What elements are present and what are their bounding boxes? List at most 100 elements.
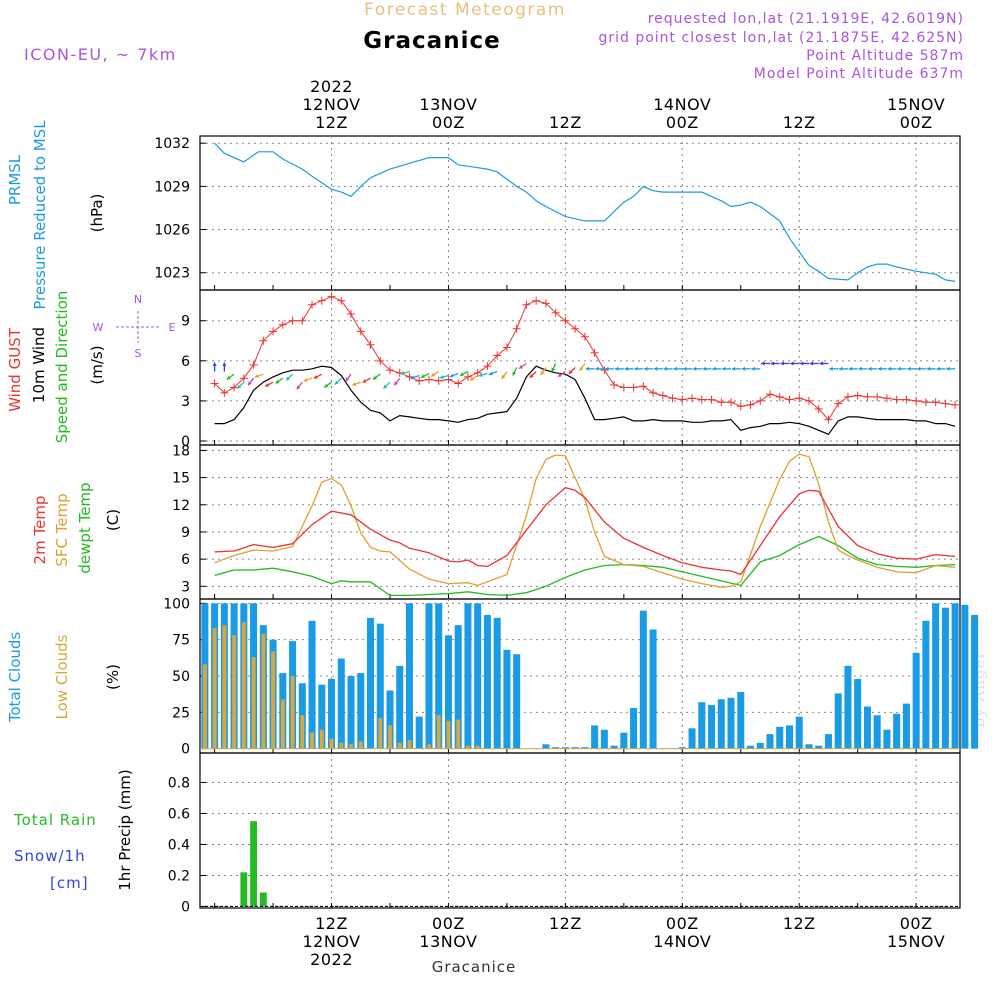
- gust-marker: [259, 336, 268, 345]
- gust-marker: [249, 360, 258, 369]
- cloud-bar-total: [961, 604, 969, 749]
- cloud-bar-total: [454, 625, 462, 749]
- wind-direction-arrow: [303, 377, 313, 383]
- cloud-bar-total: [600, 729, 608, 749]
- y-tick-label: 25: [172, 705, 190, 721]
- panel-wind: 0 3 6 9: [181, 289, 961, 450]
- series-line-10m-wind: [214, 365, 956, 435]
- cloud-bar-total: [737, 691, 745, 749]
- gust-marker: [551, 308, 560, 317]
- gust-marker: [931, 398, 940, 407]
- bottom-time-label: 00Z: [666, 914, 699, 933]
- wind-direction-arrow: [247, 377, 255, 386]
- gust-marker: [463, 372, 472, 381]
- cloud-bar-total: [639, 610, 647, 749]
- gust-marker: [814, 404, 823, 413]
- arrow-head: [372, 375, 377, 380]
- series-line-2m-temp: [214, 486, 956, 576]
- gust-marker: [269, 327, 278, 336]
- gust-marker: [912, 396, 921, 405]
- wind-direction-arrow: [439, 374, 449, 379]
- gust-marker: [600, 366, 609, 375]
- cloud-bar-total: [776, 726, 784, 749]
- arrow-head: [394, 381, 398, 386]
- y-tick-label: 0: [181, 742, 190, 758]
- arrow-head: [936, 366, 940, 371]
- arrow-head: [605, 366, 609, 371]
- gridpoint-coords: grid point closest lon,lat (21.1875E, 42…: [598, 30, 964, 46]
- gust-marker: [649, 388, 658, 397]
- cloud-bar-low: [271, 651, 276, 749]
- wind-direction-arrow: [946, 366, 956, 371]
- top-time-label: 12Z: [315, 113, 348, 132]
- cloud-bar-total: [941, 607, 949, 749]
- gust-marker: [220, 388, 229, 397]
- ylabel-total-clouds: Total Clouds: [6, 632, 24, 724]
- cloud-bar-total: [337, 658, 345, 749]
- cloud-bar-total: [513, 654, 521, 749]
- y-tick-label: 12: [172, 498, 190, 514]
- bottom-time-label: 12Z: [549, 914, 582, 933]
- top-time-label: 12NOV: [302, 95, 360, 114]
- gust-marker: [746, 400, 755, 409]
- gust-marker: [405, 372, 414, 381]
- cloud-bar-low: [202, 664, 207, 749]
- compass-e: E: [169, 321, 176, 334]
- cloud-bar-low: [378, 718, 383, 749]
- panel-temperature: 3 6 9 12 15 18: [172, 443, 961, 600]
- wind-direction-arrow: [595, 366, 605, 371]
- cloud-bar-low: [475, 745, 480, 749]
- cloud-bar-total: [922, 620, 930, 749]
- cloud-bar-total: [951, 603, 959, 749]
- bottom-time-label: 00Z: [900, 914, 933, 933]
- arrow-head: [254, 374, 259, 379]
- wind-direction-arrow: [334, 377, 342, 385]
- gust-marker: [707, 395, 716, 404]
- gust-marker: [308, 300, 317, 309]
- gust-marker: [415, 376, 424, 385]
- wind-direction-arrow: [897, 366, 907, 371]
- wind-direction-arrow: [236, 381, 245, 389]
- precip-bar-rain: [250, 821, 257, 907]
- arrow-head: [383, 384, 388, 389]
- cloud-bar-total: [824, 734, 832, 749]
- arrow-head: [540, 370, 545, 375]
- cloud-bar-total: [649, 629, 657, 749]
- arrow-head: [352, 382, 357, 387]
- gust-marker: [834, 399, 843, 408]
- gust-marker: [785, 395, 794, 404]
- arrow-head: [248, 381, 252, 386]
- bottom-time-label: 12Z: [315, 914, 348, 933]
- gust-marker: [853, 391, 862, 400]
- y-tick-label: 15: [172, 471, 190, 487]
- cloud-bar-total: [620, 732, 628, 749]
- cloud-bar-total: [805, 744, 813, 749]
- arrow-head: [595, 366, 599, 371]
- ylabel-dewpt-temp: dewpt Temp: [76, 482, 94, 573]
- wind-direction-arrow: [264, 381, 274, 387]
- cloud-bar-low: [232, 635, 237, 749]
- y-tick-label: 6: [181, 354, 190, 370]
- cloud-bar-low: [251, 657, 256, 749]
- arrow-head: [478, 372, 483, 377]
- wind-direction-arrow: [692, 366, 702, 371]
- cloud-bar-total: [396, 665, 404, 749]
- compass-s: S: [135, 347, 142, 360]
- cloud-bar-low: [407, 739, 412, 749]
- gust-marker: [376, 356, 385, 365]
- gust-marker: [941, 399, 950, 408]
- arrow-head: [702, 366, 706, 371]
- gust-marker: [493, 351, 502, 360]
- top-time-label: 15NOV: [887, 95, 945, 114]
- gust-marker: [288, 316, 297, 325]
- cloud-bar-total: [893, 713, 901, 749]
- ylabel-sfc-temp: SFC Temp: [53, 493, 71, 566]
- cloud-bar-low: [388, 725, 392, 749]
- supertitle: Forecast Meteogram: [364, 0, 566, 20]
- gust-marker: [951, 400, 960, 409]
- cloud-bar-total: [834, 693, 842, 749]
- cloud-bar-total: [854, 678, 862, 749]
- wind-direction-arrow: [673, 366, 683, 371]
- cloud-bar-total: [552, 747, 560, 749]
- arrow-head: [848, 366, 853, 371]
